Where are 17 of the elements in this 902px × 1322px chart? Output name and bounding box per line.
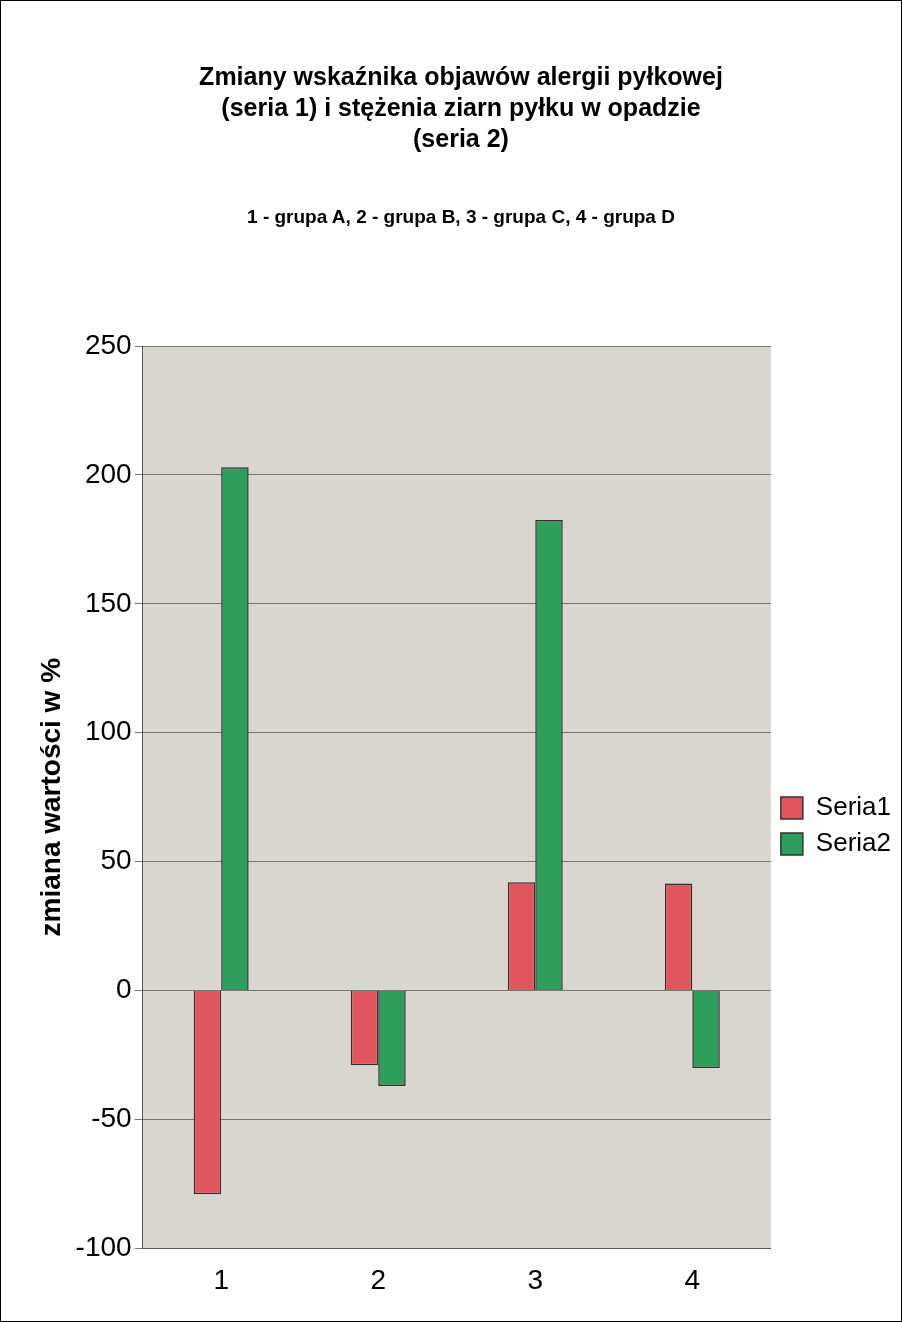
x-tick-label: 4 xyxy=(684,1263,701,1295)
y-tick-label: -50 xyxy=(91,1102,132,1134)
y-tick-label: 200 xyxy=(84,457,132,489)
y-axis-title: zmiana wartości w % xyxy=(34,657,66,937)
x-tick-label: 2 xyxy=(370,1263,387,1295)
x-tick-label: 1 xyxy=(213,1263,229,1295)
chart-subtitle: 1 - grupa A, 2 - grupa B, 3 - grupa C, 4 - grupa D xyxy=(246,206,676,228)
y-tick-label: 100 xyxy=(84,715,132,747)
chart-title: Zmiany wskaźnika objawów alergii pyłkowej (seria 1) i stężenia ziarn pyłku w opadzie (seria 2) xyxy=(198,61,724,154)
y-tick-label: 50 xyxy=(100,844,132,876)
x-tick-label: 3 xyxy=(527,1263,544,1295)
y-tick-label: 250 xyxy=(84,328,132,360)
legend-label: Seria1 xyxy=(815,791,891,822)
y-tick-label: -100 xyxy=(75,1231,132,1263)
y-tick-label: 0 xyxy=(116,973,132,1005)
y-tick-label: 150 xyxy=(84,586,132,618)
legend-label: Seria2 xyxy=(815,827,891,858)
